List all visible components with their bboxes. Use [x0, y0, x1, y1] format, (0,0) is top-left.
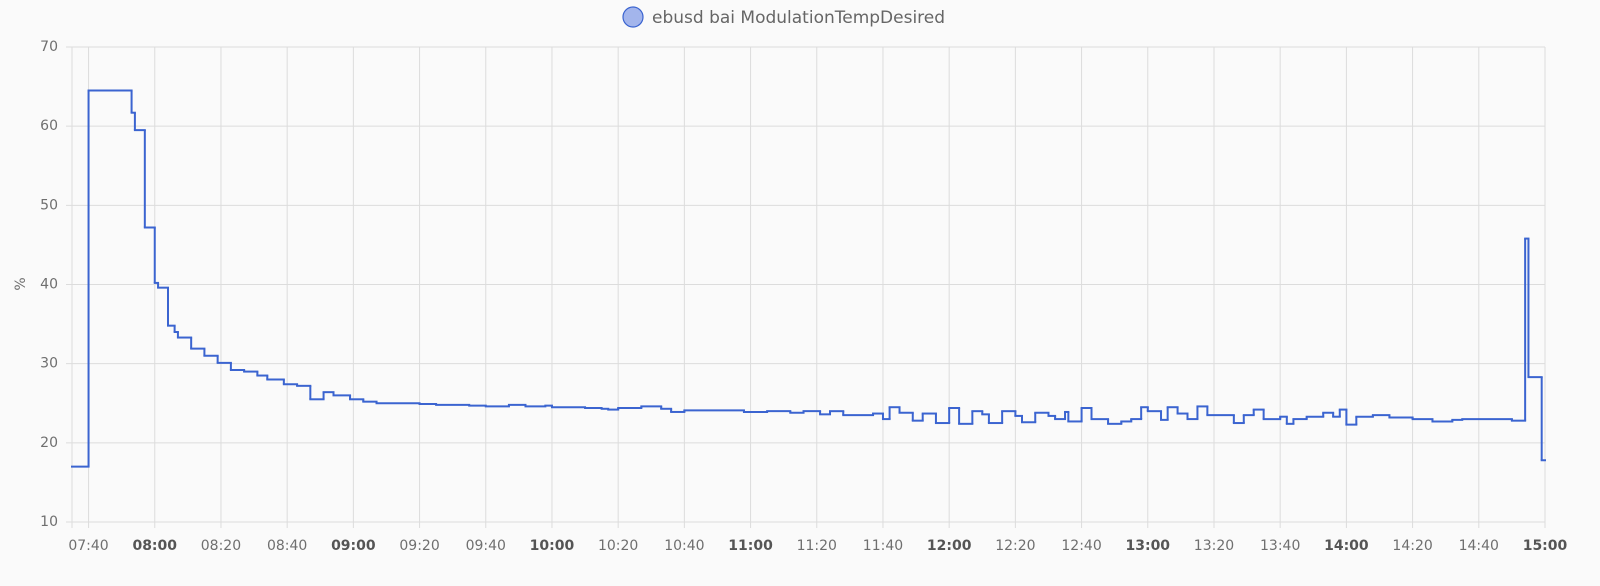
x-tick-label: 10:40 — [664, 538, 704, 554]
x-tick-label: 12:00 — [927, 538, 972, 554]
x-tick-label: 13:20 — [1194, 538, 1234, 554]
y-tick-label: 40 — [40, 277, 58, 293]
x-tick-label: 14:00 — [1324, 538, 1369, 554]
x-tick-label: 10:20 — [598, 538, 638, 554]
x-tick-label: 08:20 — [201, 538, 241, 554]
series-line — [71, 89, 1546, 468]
x-tick-label: 09:40 — [466, 538, 506, 554]
x-tick-label: 11:00 — [728, 538, 773, 554]
legend-label[interactable]: ebusd bai ModulationTempDesired — [652, 8, 945, 28]
x-tick-label: 14:40 — [1459, 538, 1499, 554]
x-tick-label: 12:40 — [1061, 538, 1101, 554]
x-tick-label: 11:20 — [797, 538, 837, 554]
y-tick-label: 20 — [40, 435, 58, 451]
x-tick-label: 09:00 — [331, 538, 376, 554]
x-tick-label: 08:00 — [132, 538, 177, 554]
x-tick-label: 13:00 — [1125, 538, 1170, 554]
x-tick-label: 09:20 — [399, 538, 439, 554]
y-tick-label: 50 — [40, 197, 58, 213]
x-tick-label: 07:40 — [68, 538, 108, 554]
x-tick-label: 11:40 — [863, 538, 903, 554]
legend-swatch[interactable] — [622, 6, 644, 28]
y-axis-label: % — [13, 277, 29, 290]
legend[interactable]: ebusd bai ModulationTempDesired — [622, 6, 945, 28]
x-tick-label: 10:00 — [530, 538, 575, 554]
x-tick-label: 15:00 — [1523, 538, 1568, 554]
y-tick-label: 60 — [40, 118, 58, 134]
x-tick-label: 08:40 — [267, 538, 307, 554]
y-tick-label: 70 — [40, 39, 58, 55]
x-tick-label: 12:20 — [995, 538, 1035, 554]
grid — [66, 46, 1546, 528]
x-tick-label: 14:20 — [1392, 538, 1432, 554]
y-tick-label: 10 — [40, 514, 58, 530]
y-tick-label: 30 — [40, 356, 58, 372]
x-tick-label: 13:40 — [1260, 538, 1300, 554]
